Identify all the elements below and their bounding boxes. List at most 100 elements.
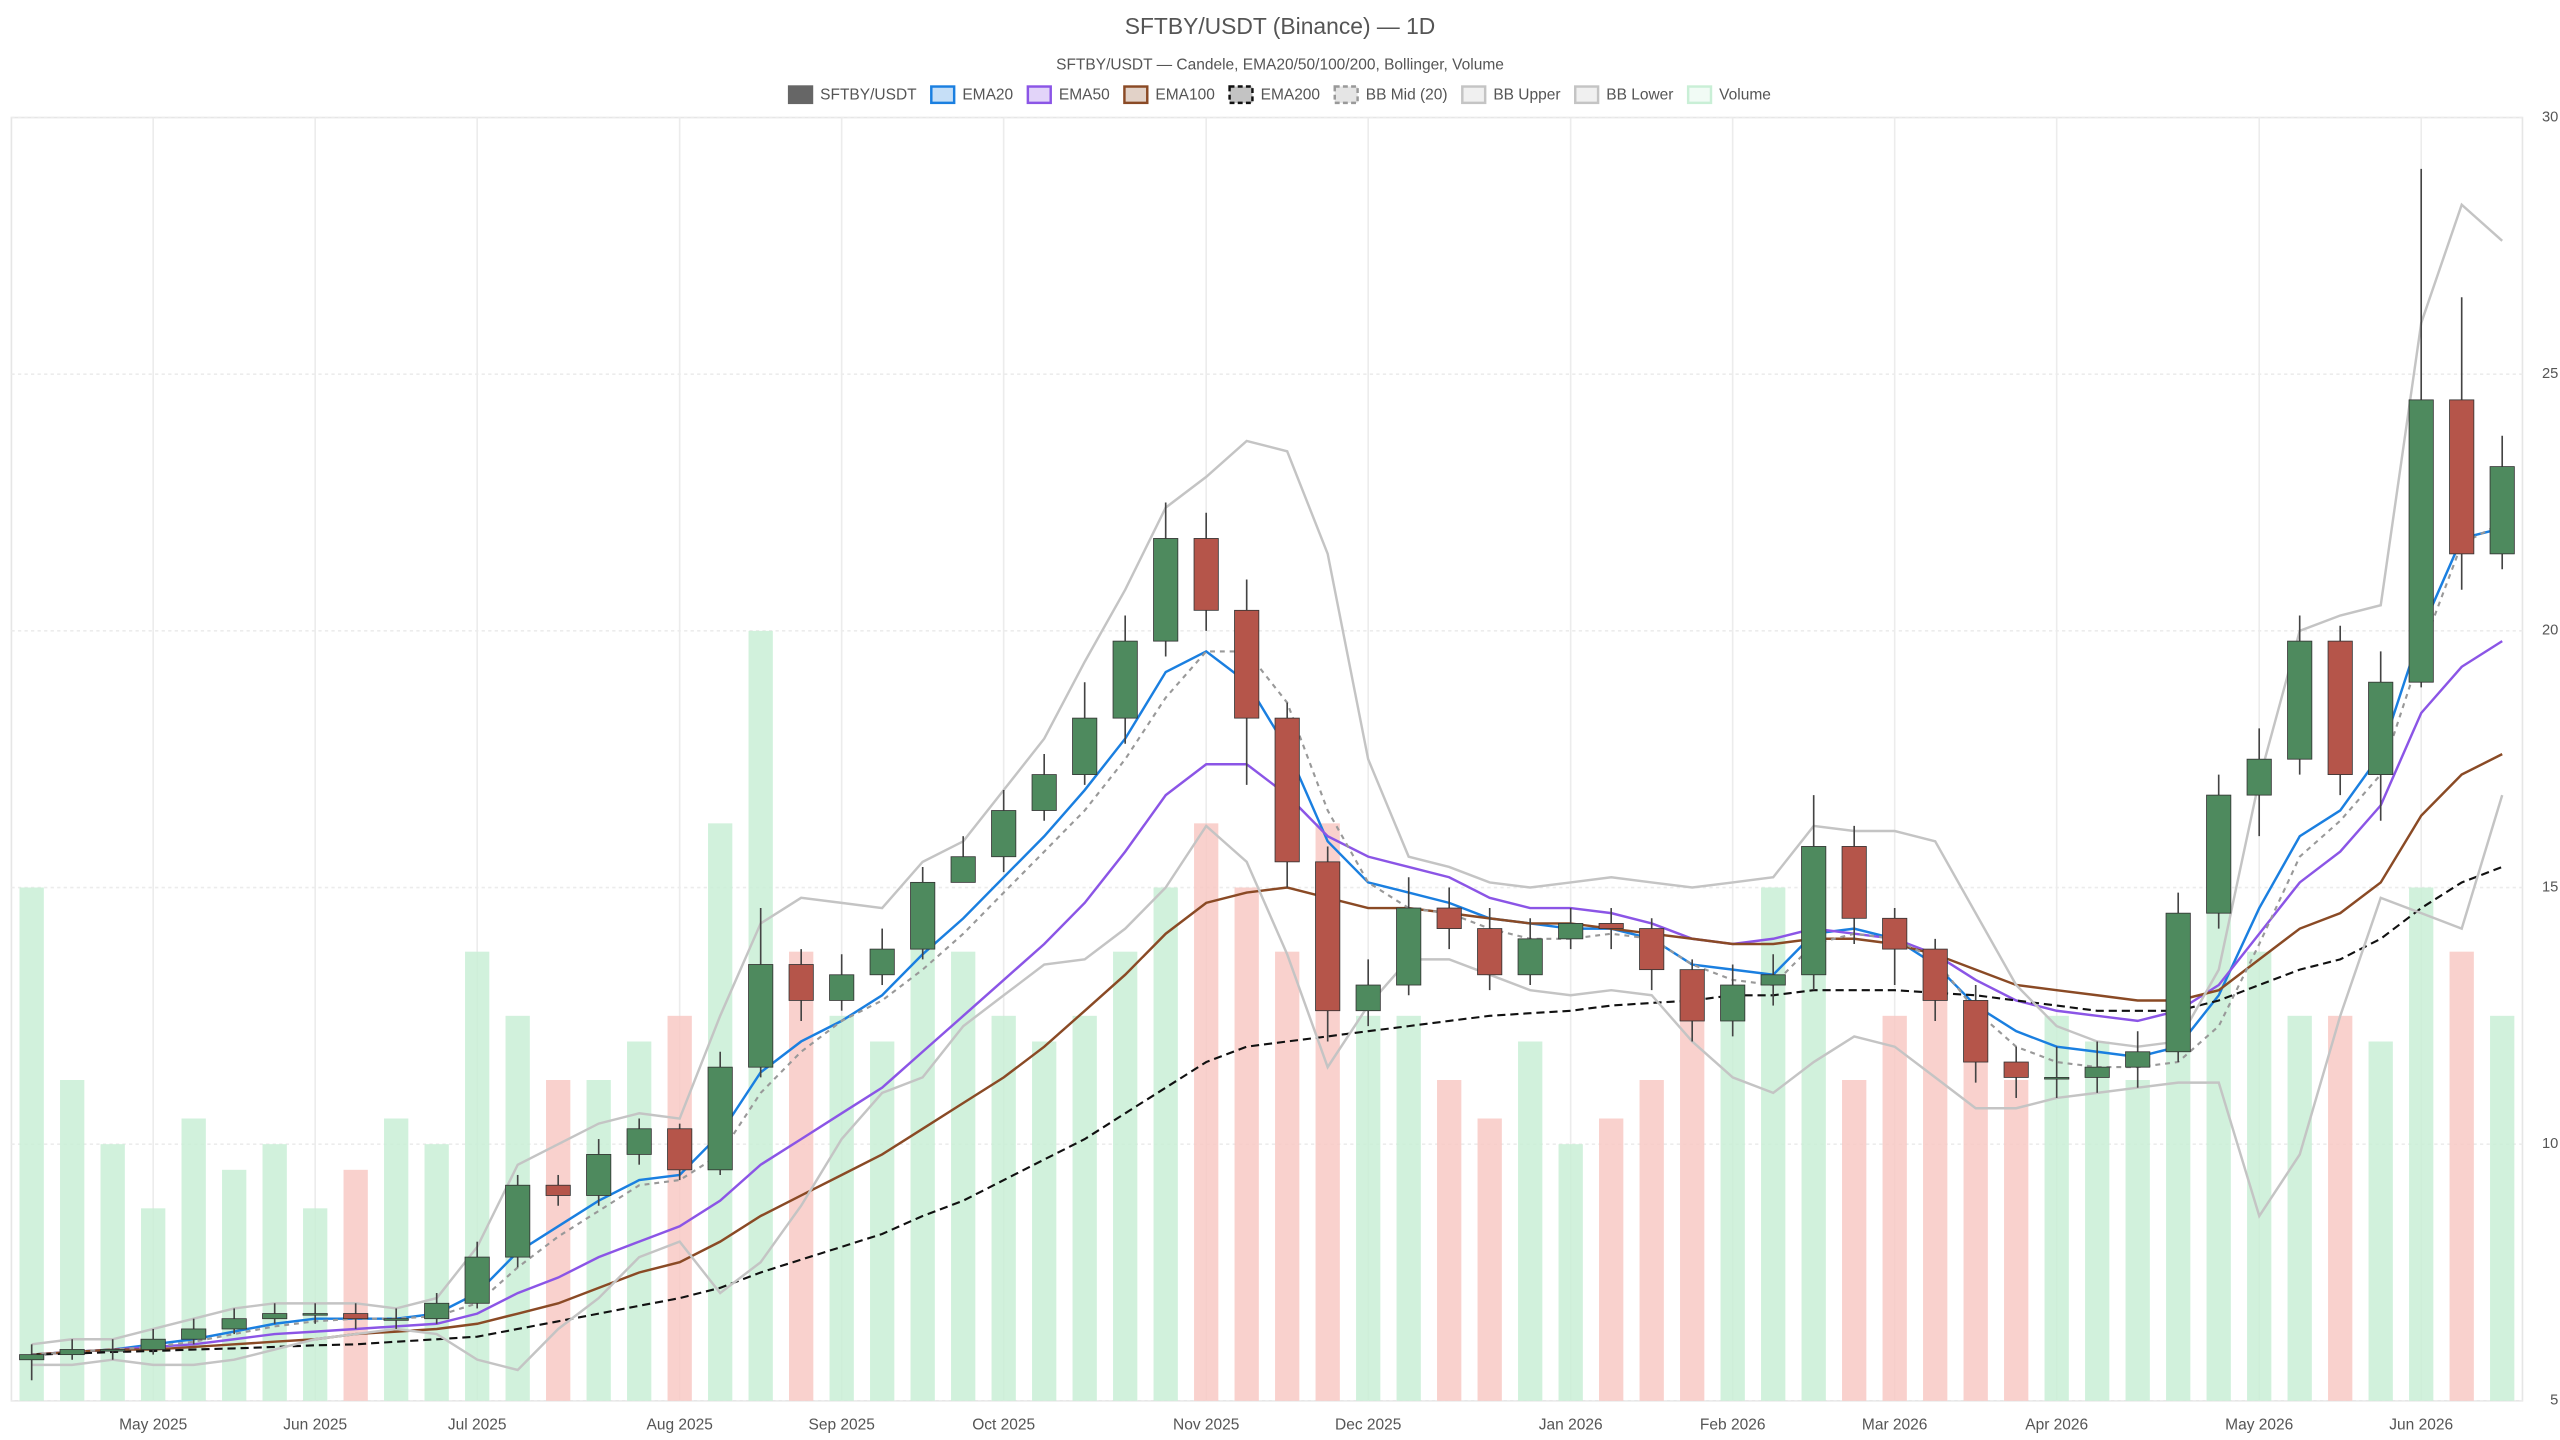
candle-body bbox=[1396, 907, 1422, 986]
volume-bar bbox=[262, 1144, 287, 1401]
legend: SFTBY/USDT EMA20 EMA50 EMA100 EMA200 BB Mid (… bbox=[787, 85, 1771, 105]
volume-bar bbox=[1680, 1015, 1705, 1401]
x-tick-label: Dec 2025 bbox=[1335, 1416, 1401, 1433]
x-tick-label: Jun 2025 bbox=[283, 1416, 347, 1433]
x-tick-label: Mar 2026 bbox=[1862, 1416, 1927, 1433]
candle-body bbox=[991, 810, 1017, 858]
legend-swatch bbox=[1461, 85, 1487, 105]
volume-bar bbox=[2004, 1080, 2029, 1401]
legend-item: EMA50 bbox=[1026, 85, 1110, 105]
volume-bar bbox=[1275, 951, 1300, 1401]
volume-bar bbox=[424, 1144, 449, 1401]
candle-body bbox=[748, 964, 774, 1068]
candle-body bbox=[140, 1338, 166, 1350]
volume-bar bbox=[870, 1041, 895, 1401]
candle-body bbox=[1639, 928, 1665, 971]
legend-swatch bbox=[1333, 85, 1359, 105]
volume-bar bbox=[789, 951, 814, 1401]
legend-label: EMA50 bbox=[1059, 87, 1110, 104]
y-tick-label: 30 bbox=[2542, 109, 2558, 125]
legend-swatch bbox=[1123, 85, 1149, 105]
candle-body bbox=[1477, 928, 1503, 976]
volume-bar bbox=[2490, 1015, 2515, 1401]
candle-body bbox=[788, 964, 814, 1001]
y-tick-label: 25 bbox=[2542, 366, 2558, 382]
candle-body bbox=[1234, 609, 1260, 719]
candle-body bbox=[464, 1256, 490, 1304]
candle-body bbox=[181, 1328, 207, 1340]
candle-body bbox=[221, 1318, 247, 1330]
candle-body bbox=[1841, 846, 1867, 919]
candle-body bbox=[869, 948, 895, 976]
candle-layer bbox=[19, 168, 2515, 1381]
x-tick-label: Jun 2026 bbox=[2389, 1416, 2453, 1433]
candle-body bbox=[262, 1313, 288, 1320]
volume-bar bbox=[667, 1015, 692, 1401]
candle-body bbox=[2044, 1077, 2070, 1080]
candle-body bbox=[1274, 717, 1300, 863]
volume-bar bbox=[465, 951, 490, 1401]
candle-body bbox=[1112, 640, 1138, 719]
candle-body bbox=[1760, 974, 1786, 986]
volume-bar bbox=[546, 1080, 571, 1401]
candle-body bbox=[1558, 923, 1584, 940]
indicator-line bbox=[31, 794, 2504, 1372]
volume-bar bbox=[181, 1118, 206, 1401]
legend-label: SFTBY/USDT bbox=[820, 87, 917, 104]
candle-body bbox=[829, 974, 855, 1001]
legend-label: BB Lower bbox=[1606, 87, 1673, 104]
volume-bar bbox=[19, 887, 44, 1401]
candle-body bbox=[1031, 774, 1057, 811]
volume-bar bbox=[222, 1169, 247, 1401]
candle-body bbox=[545, 1184, 571, 1196]
candle-body bbox=[343, 1313, 369, 1320]
legend-label: EMA20 bbox=[962, 87, 1013, 104]
candle-body bbox=[1882, 917, 1908, 950]
candle-body bbox=[1720, 984, 1746, 1022]
volume-layer bbox=[19, 630, 2515, 1401]
volume-bar bbox=[1518, 1041, 1543, 1401]
candle-body bbox=[2327, 640, 2353, 775]
chart-subtitle: SFTBY/USDT — Candele, EMA20/50/100/200, … bbox=[1056, 56, 1504, 73]
y-tick-label: 5 bbox=[2550, 1393, 2558, 1409]
candle-body bbox=[626, 1128, 652, 1155]
y-tick-label: 10 bbox=[2542, 1136, 2558, 1152]
legend-item: BB Lower bbox=[1574, 85, 1673, 105]
legend-swatch bbox=[1228, 85, 1254, 105]
candle-body bbox=[2003, 1061, 2029, 1078]
volume-bar bbox=[586, 1080, 611, 1401]
candle-body bbox=[1355, 984, 1381, 1012]
volume-bar bbox=[1194, 823, 1219, 1401]
volume-bar bbox=[910, 887, 935, 1401]
candle-body bbox=[1436, 907, 1462, 929]
candle-body bbox=[1963, 1000, 1989, 1063]
volume-bar bbox=[1113, 951, 1138, 1401]
legend-item: Volume bbox=[1686, 85, 1771, 105]
volume-bar bbox=[2449, 951, 2474, 1401]
x-tick-label: May 2026 bbox=[2225, 1416, 2293, 1433]
volume-bar bbox=[627, 1041, 652, 1401]
candle-body bbox=[2489, 466, 2515, 555]
candle-body bbox=[1598, 923, 1624, 929]
x-tick-label: Oct 2025 bbox=[972, 1416, 1035, 1433]
volume-bar bbox=[1396, 1015, 1421, 1401]
indicator-line bbox=[31, 640, 2503, 1356]
volume-bar bbox=[829, 1015, 854, 1401]
volume-bar bbox=[2085, 1041, 2110, 1401]
candle-body bbox=[1315, 861, 1341, 1012]
candle-body bbox=[1922, 948, 1948, 1001]
legend-item: EMA20 bbox=[930, 85, 1014, 105]
legend-label: Volume bbox=[1719, 87, 1771, 104]
candle-body bbox=[2287, 640, 2313, 760]
legend-swatch bbox=[1686, 85, 1713, 105]
candle-body bbox=[707, 1066, 733, 1171]
candle-body bbox=[2084, 1066, 2110, 1078]
candle-body bbox=[667, 1128, 693, 1171]
candle-body bbox=[910, 881, 936, 950]
legend-item: BB Mid (20) bbox=[1333, 85, 1448, 105]
x-tick-label: May 2025 bbox=[119, 1416, 187, 1433]
y-tick-label: 20 bbox=[2542, 623, 2558, 639]
volume-bar bbox=[2409, 887, 2434, 1401]
volume-bar bbox=[1558, 1144, 1583, 1401]
